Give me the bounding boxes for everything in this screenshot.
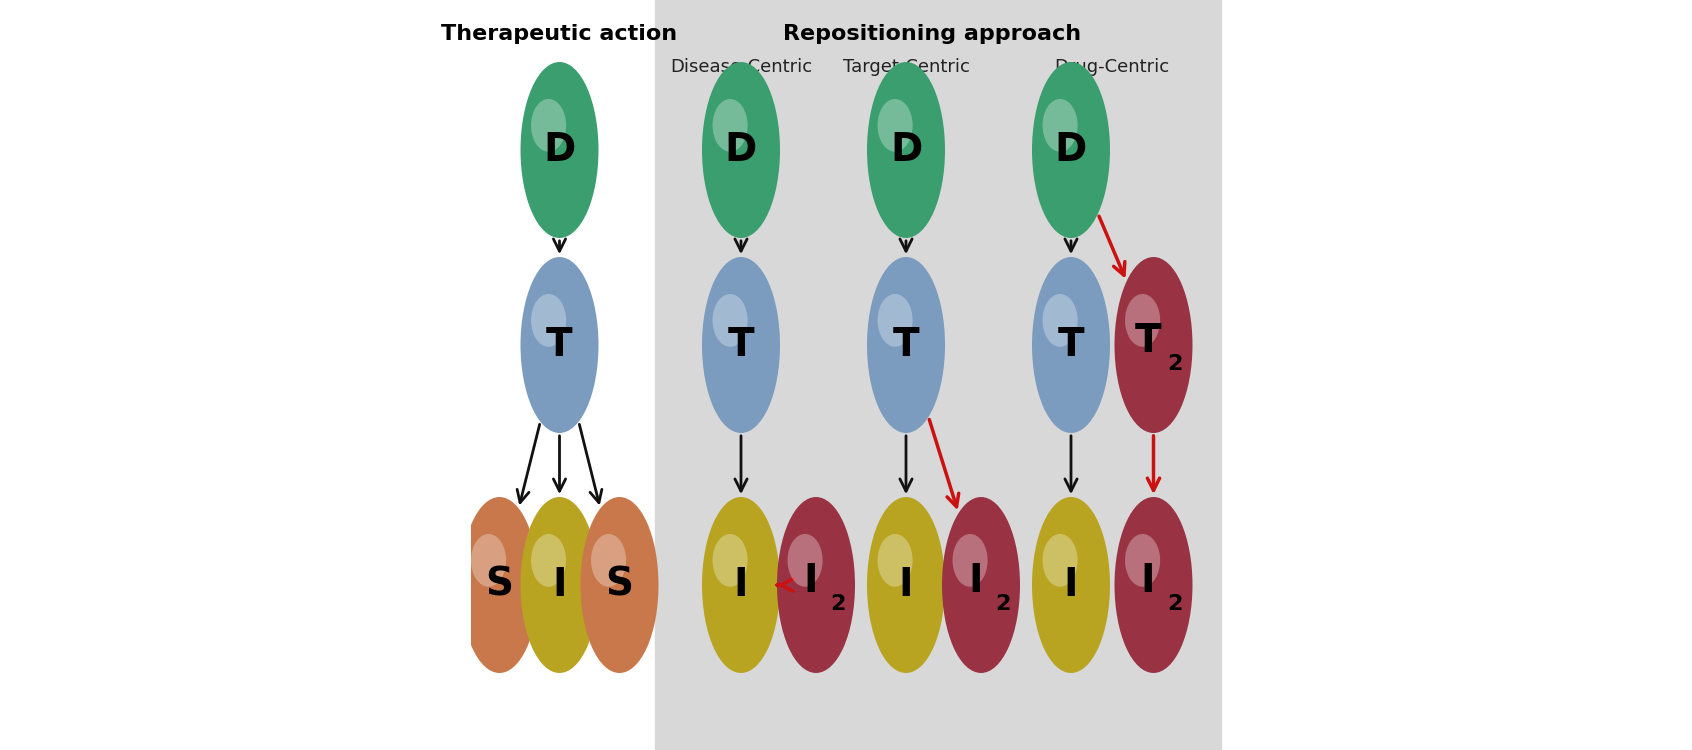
Ellipse shape [953,534,988,586]
Ellipse shape [878,294,912,346]
Ellipse shape [942,497,1020,673]
Ellipse shape [521,497,599,673]
Ellipse shape [521,62,599,238]
Ellipse shape [531,534,567,586]
Ellipse shape [787,534,822,586]
Text: I: I [968,562,983,599]
Ellipse shape [866,257,946,433]
Ellipse shape [1042,294,1078,346]
Text: 2: 2 [1167,594,1183,614]
Text: 2: 2 [1167,354,1183,374]
Ellipse shape [1032,497,1110,673]
Ellipse shape [531,294,567,346]
Text: Disease-Centric: Disease-Centric [670,58,812,76]
Ellipse shape [866,62,946,238]
Text: T: T [547,326,574,364]
Text: T: T [1058,326,1085,364]
Text: I: I [734,566,748,604]
Text: I: I [552,566,567,604]
Ellipse shape [702,257,780,433]
Ellipse shape [470,534,506,586]
Ellipse shape [1125,534,1161,586]
Text: I: I [804,562,817,599]
Bar [655,0,1222,750]
Ellipse shape [1042,99,1078,152]
Text: D: D [724,131,756,169]
Text: Target-Centric: Target-Centric [843,58,970,76]
Text: T: T [1134,322,1161,359]
Text: S: S [606,566,633,604]
Text: D: D [543,131,575,169]
Text: T: T [728,326,755,364]
Text: Repositioning approach: Repositioning approach [783,24,1081,44]
Ellipse shape [1032,257,1110,433]
Ellipse shape [531,99,567,152]
Text: T: T [893,326,919,364]
Ellipse shape [580,497,658,673]
Ellipse shape [777,497,854,673]
Ellipse shape [702,497,780,673]
Ellipse shape [712,534,748,586]
Ellipse shape [460,497,538,673]
Text: 2: 2 [829,594,844,614]
Text: 2: 2 [995,594,1010,614]
Text: Therapeutic action: Therapeutic action [442,24,677,44]
Ellipse shape [866,497,946,673]
Ellipse shape [1125,294,1161,346]
Ellipse shape [1115,497,1193,673]
Text: I: I [1064,566,1078,604]
Text: Drug-Centric: Drug-Centric [1054,58,1169,76]
Text: S: S [486,566,513,604]
Ellipse shape [521,257,599,433]
Ellipse shape [1115,257,1193,433]
Ellipse shape [878,534,912,586]
Ellipse shape [702,62,780,238]
Ellipse shape [591,534,626,586]
Ellipse shape [1042,534,1078,586]
Ellipse shape [712,294,748,346]
Text: D: D [890,131,922,169]
Text: D: D [1054,131,1088,169]
Ellipse shape [878,99,912,152]
Ellipse shape [712,99,748,152]
Text: I: I [898,566,914,604]
Ellipse shape [1032,62,1110,238]
Bar [470,0,655,750]
Text: I: I [1140,562,1156,599]
